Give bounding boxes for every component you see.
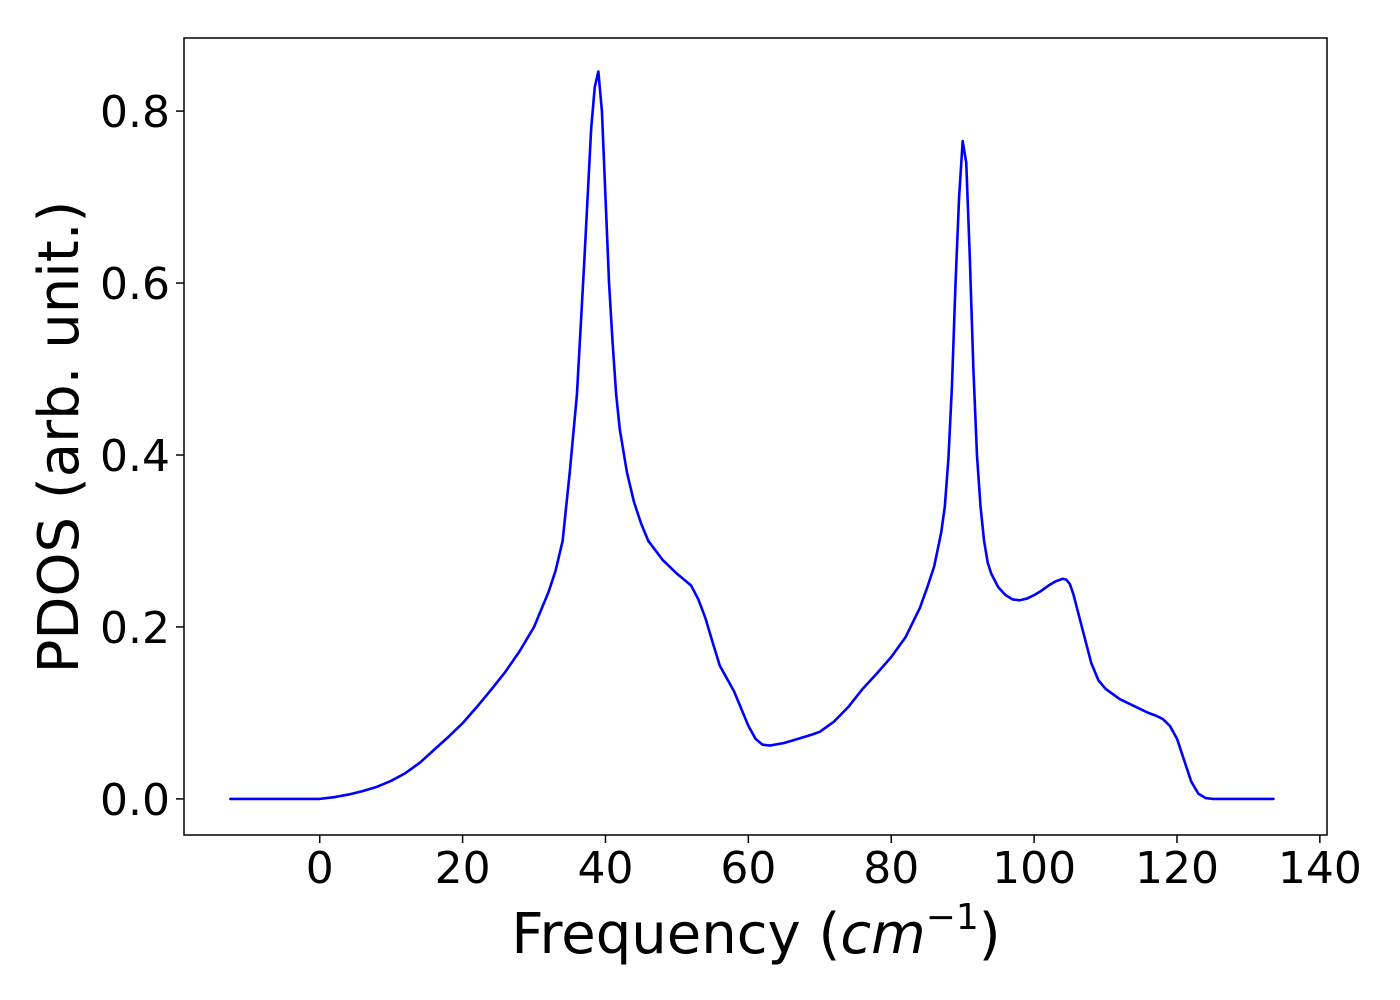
x-axis-label: Frequency (cm−1) [511,897,1000,967]
x-axis: 0 20 40 60 80 100 120 140 [306,835,1362,894]
y-axis-label: PDOS (arb. unit.) [27,201,92,674]
x-tick-label: 140 [1278,843,1362,894]
y-tick-label: 0.0 [100,775,170,826]
x-tick-label: 0 [306,843,334,894]
y-tick-label: 0.4 [100,431,170,482]
y-tick-label: 0.6 [100,259,170,310]
x-axis-label-close: ) [979,902,1001,967]
x-axis-label-exponent: −1 [926,897,979,938]
x-axis-label-main: Frequency ( [511,902,840,967]
x-tick-label: 80 [863,843,919,894]
x-tick-label: 120 [1135,843,1219,894]
y-axis: 0.0 0.2 0.4 0.6 0.8 [100,87,184,826]
x-tick-label: 40 [577,843,633,894]
y-tick-label: 0.8 [100,87,170,138]
x-tick-label: 20 [435,843,491,894]
y-tick-label: 0.2 [100,603,170,654]
series-line [229,70,1275,801]
series-layer [229,70,1275,801]
x-axis-label-unit: cm [840,902,925,967]
plot-area [183,37,1328,836]
x-tick-label: 100 [992,843,1076,894]
x-tick-label: 60 [720,843,776,894]
